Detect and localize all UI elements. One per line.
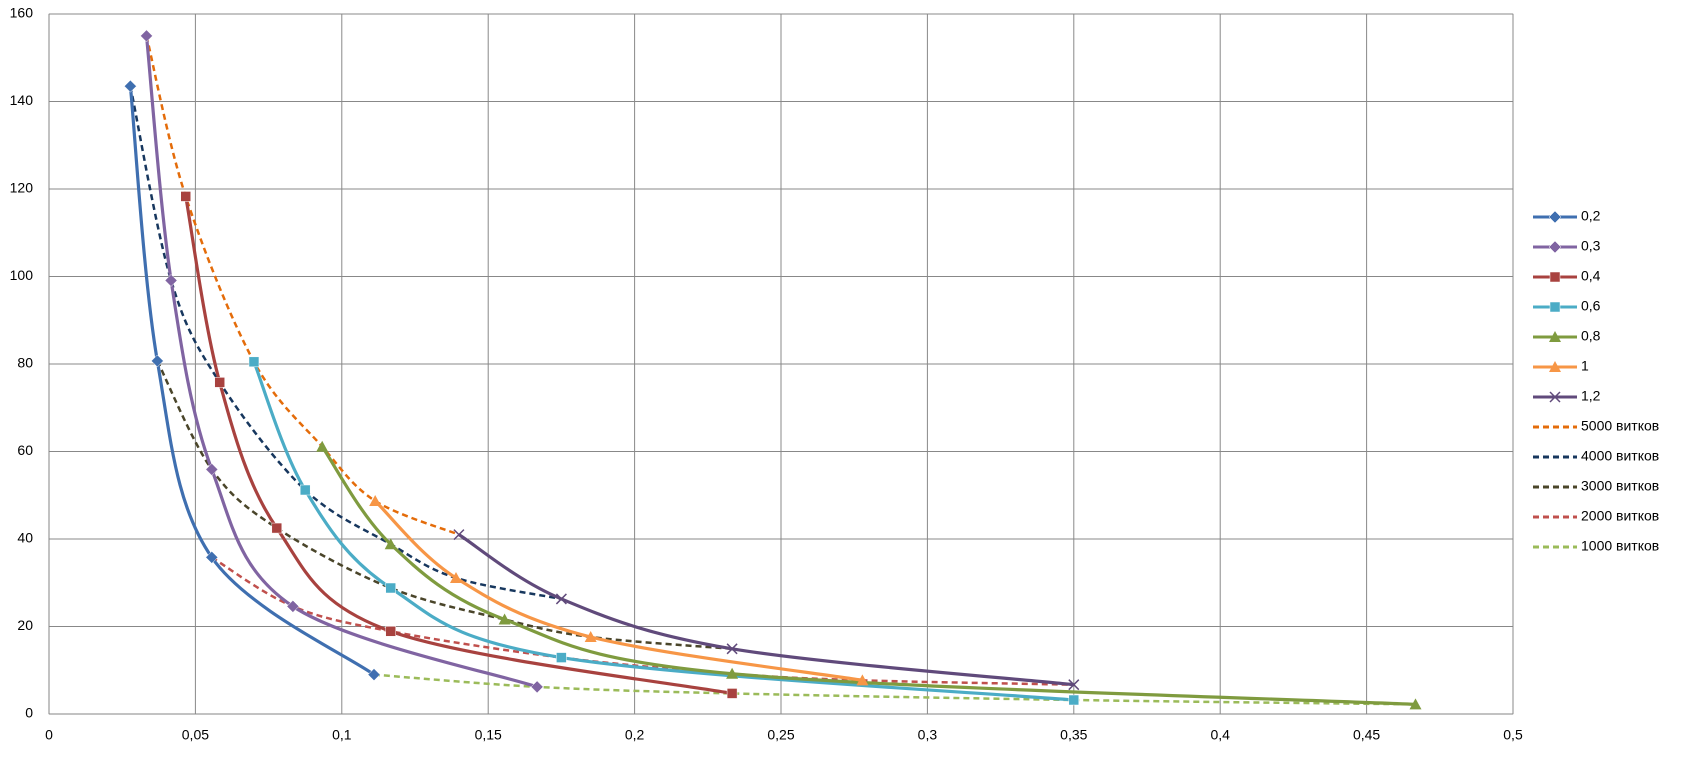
legend-marker	[1548, 210, 1562, 224]
legend-label: 1000 витков	[1581, 538, 1659, 554]
legend-label: 2000 витков	[1581, 508, 1659, 524]
x-tick-label: 0,45	[1353, 727, 1380, 743]
x-tick-label: 0,4	[1210, 727, 1230, 743]
legend-label: 4000 витков	[1581, 448, 1659, 464]
marker	[556, 652, 567, 663]
marker	[299, 484, 311, 496]
legend-marker	[1549, 391, 1561, 403]
legend-label: 0,8	[1581, 328, 1601, 344]
marker	[856, 674, 869, 686]
marker	[248, 356, 260, 368]
marker	[367, 668, 381, 681]
marker	[164, 274, 178, 287]
legend-marker	[1549, 271, 1561, 283]
legend: 0,2 0,3 0,4 0,6 0,8 1 1,2 5000 витков 4000 витко…	[1533, 208, 1659, 554]
y-tick-label: 40	[17, 530, 33, 546]
marker	[316, 440, 329, 452]
legend-marker	[1549, 361, 1561, 372]
marker	[150, 354, 164, 368]
marker	[385, 582, 396, 594]
marker	[498, 613, 511, 625]
marker	[453, 529, 465, 541]
marker	[726, 688, 738, 699]
y-tick-label: 120	[10, 180, 34, 196]
marker	[271, 522, 283, 534]
y-tick-label: 0	[25, 705, 33, 721]
x-tick-label: 0,5	[1503, 727, 1523, 743]
legend-label: 0,3	[1581, 238, 1601, 254]
x-tick-label: 0,05	[182, 727, 209, 743]
marker	[726, 643, 738, 655]
marker	[214, 377, 225, 388]
y-tick-label: 60	[17, 442, 33, 458]
legend-label: 0,4	[1581, 268, 1601, 284]
y-tick-label: 100	[10, 267, 34, 283]
marker	[1068, 694, 1080, 706]
series-line	[184, 196, 733, 696]
legend-label: 1,2	[1581, 388, 1601, 404]
series-line	[374, 499, 863, 682]
legend-marker	[1549, 331, 1561, 342]
y-tick-label: 20	[17, 617, 33, 633]
marker	[555, 593, 567, 605]
marker	[726, 667, 739, 679]
legend-label: 5000 витков	[1581, 418, 1659, 434]
marker	[1068, 679, 1080, 691]
x-tick-label: 0,3	[918, 727, 938, 743]
series-line	[128, 86, 375, 676]
legend-label: 3000 витков	[1581, 478, 1659, 494]
legend-marker	[1548, 240, 1562, 254]
series-line	[145, 35, 460, 536]
y-tick-label: 140	[10, 92, 34, 108]
marker	[140, 29, 153, 43]
marker	[449, 571, 462, 583]
marker	[286, 600, 300, 613]
x-tick-label: 0	[45, 727, 53, 743]
marker	[385, 626, 396, 637]
marker	[205, 463, 219, 476]
marker	[180, 191, 191, 202]
legend-label: 0,6	[1581, 298, 1601, 314]
x-tick-label: 0,1	[332, 727, 352, 743]
series-line	[252, 361, 1074, 702]
series-line	[458, 533, 1074, 687]
marker	[205, 551, 219, 564]
legend-label: 1	[1581, 358, 1589, 374]
marker	[369, 494, 382, 506]
x-tick-label: 0,2	[625, 727, 645, 743]
marker	[124, 79, 137, 93]
marker	[384, 538, 397, 550]
x-tick-label: 0,25	[767, 727, 794, 743]
y-tick-label: 80	[17, 355, 33, 371]
legend-label: 0,2	[1581, 208, 1601, 224]
y-tick-label: 160	[10, 5, 34, 21]
legend-marker	[1549, 301, 1561, 313]
marker	[530, 680, 544, 694]
marker	[584, 631, 597, 642]
x-tick-label: 0,35	[1060, 727, 1087, 743]
x-tick-label: 0,15	[475, 727, 502, 743]
marker	[1409, 698, 1422, 710]
